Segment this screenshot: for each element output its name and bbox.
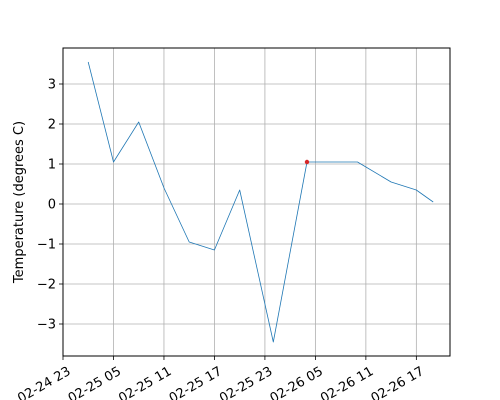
- series-line: [87, 61, 434, 343]
- y-tick-label: −3: [37, 318, 56, 333]
- series-layer: [87, 61, 434, 343]
- grid-lines: [62, 48, 450, 356]
- y-tick-label: 0: [48, 198, 56, 213]
- plot-frame: [62, 47, 451, 357]
- y-tick-label: 1: [48, 158, 56, 173]
- y-tick-label: −1: [37, 238, 56, 253]
- y-tick-label: 3: [48, 78, 56, 93]
- y-tick-label: 2: [48, 118, 56, 133]
- y-tick-label: −2: [37, 278, 56, 293]
- y-axis-label: Temperature (degrees C): [12, 121, 27, 284]
- y-axis: −3 −2 −1 0 1 2 3: [37, 78, 63, 333]
- highlight-point: [304, 159, 310, 165]
